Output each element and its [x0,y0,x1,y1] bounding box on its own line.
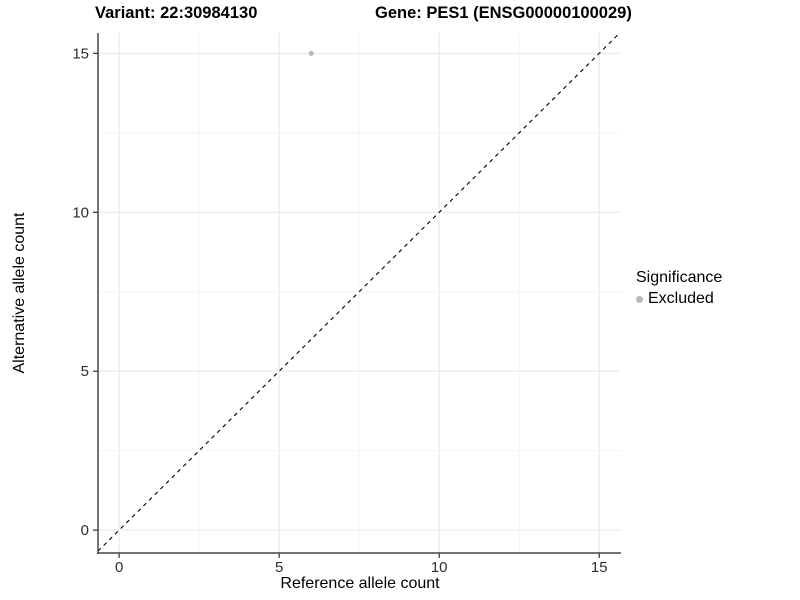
legend: Significance Excluded [636,269,722,308]
legend-circle-marker-icon [636,295,643,303]
legend-item-excluded: Excluded [636,290,722,308]
legend-title: Significance [636,269,723,286]
x-tick-label: 0 [115,559,123,576]
y-tick-label: 15 [72,45,89,62]
x-tick-label: 10 [431,559,448,576]
plot-title-variant: Variant: 22:30984130 [95,4,258,22]
x-axis-title: Reference allele count [280,575,440,592]
x-tick-label: 15 [591,559,608,576]
y-tick-label: 10 [72,204,89,221]
y-axis-title: Alternative allele count [11,212,28,374]
identity-dashed-line [97,32,621,552]
plot-title-gene: Gene: PES1 (ENSG00000100029) [375,4,632,22]
data-point [308,50,314,56]
legend-item-label: Excluded [648,290,714,307]
y-tick-label: 0 [81,522,89,539]
x-tick-label: 5 [275,559,283,576]
y-tick-label: 5 [81,363,89,380]
